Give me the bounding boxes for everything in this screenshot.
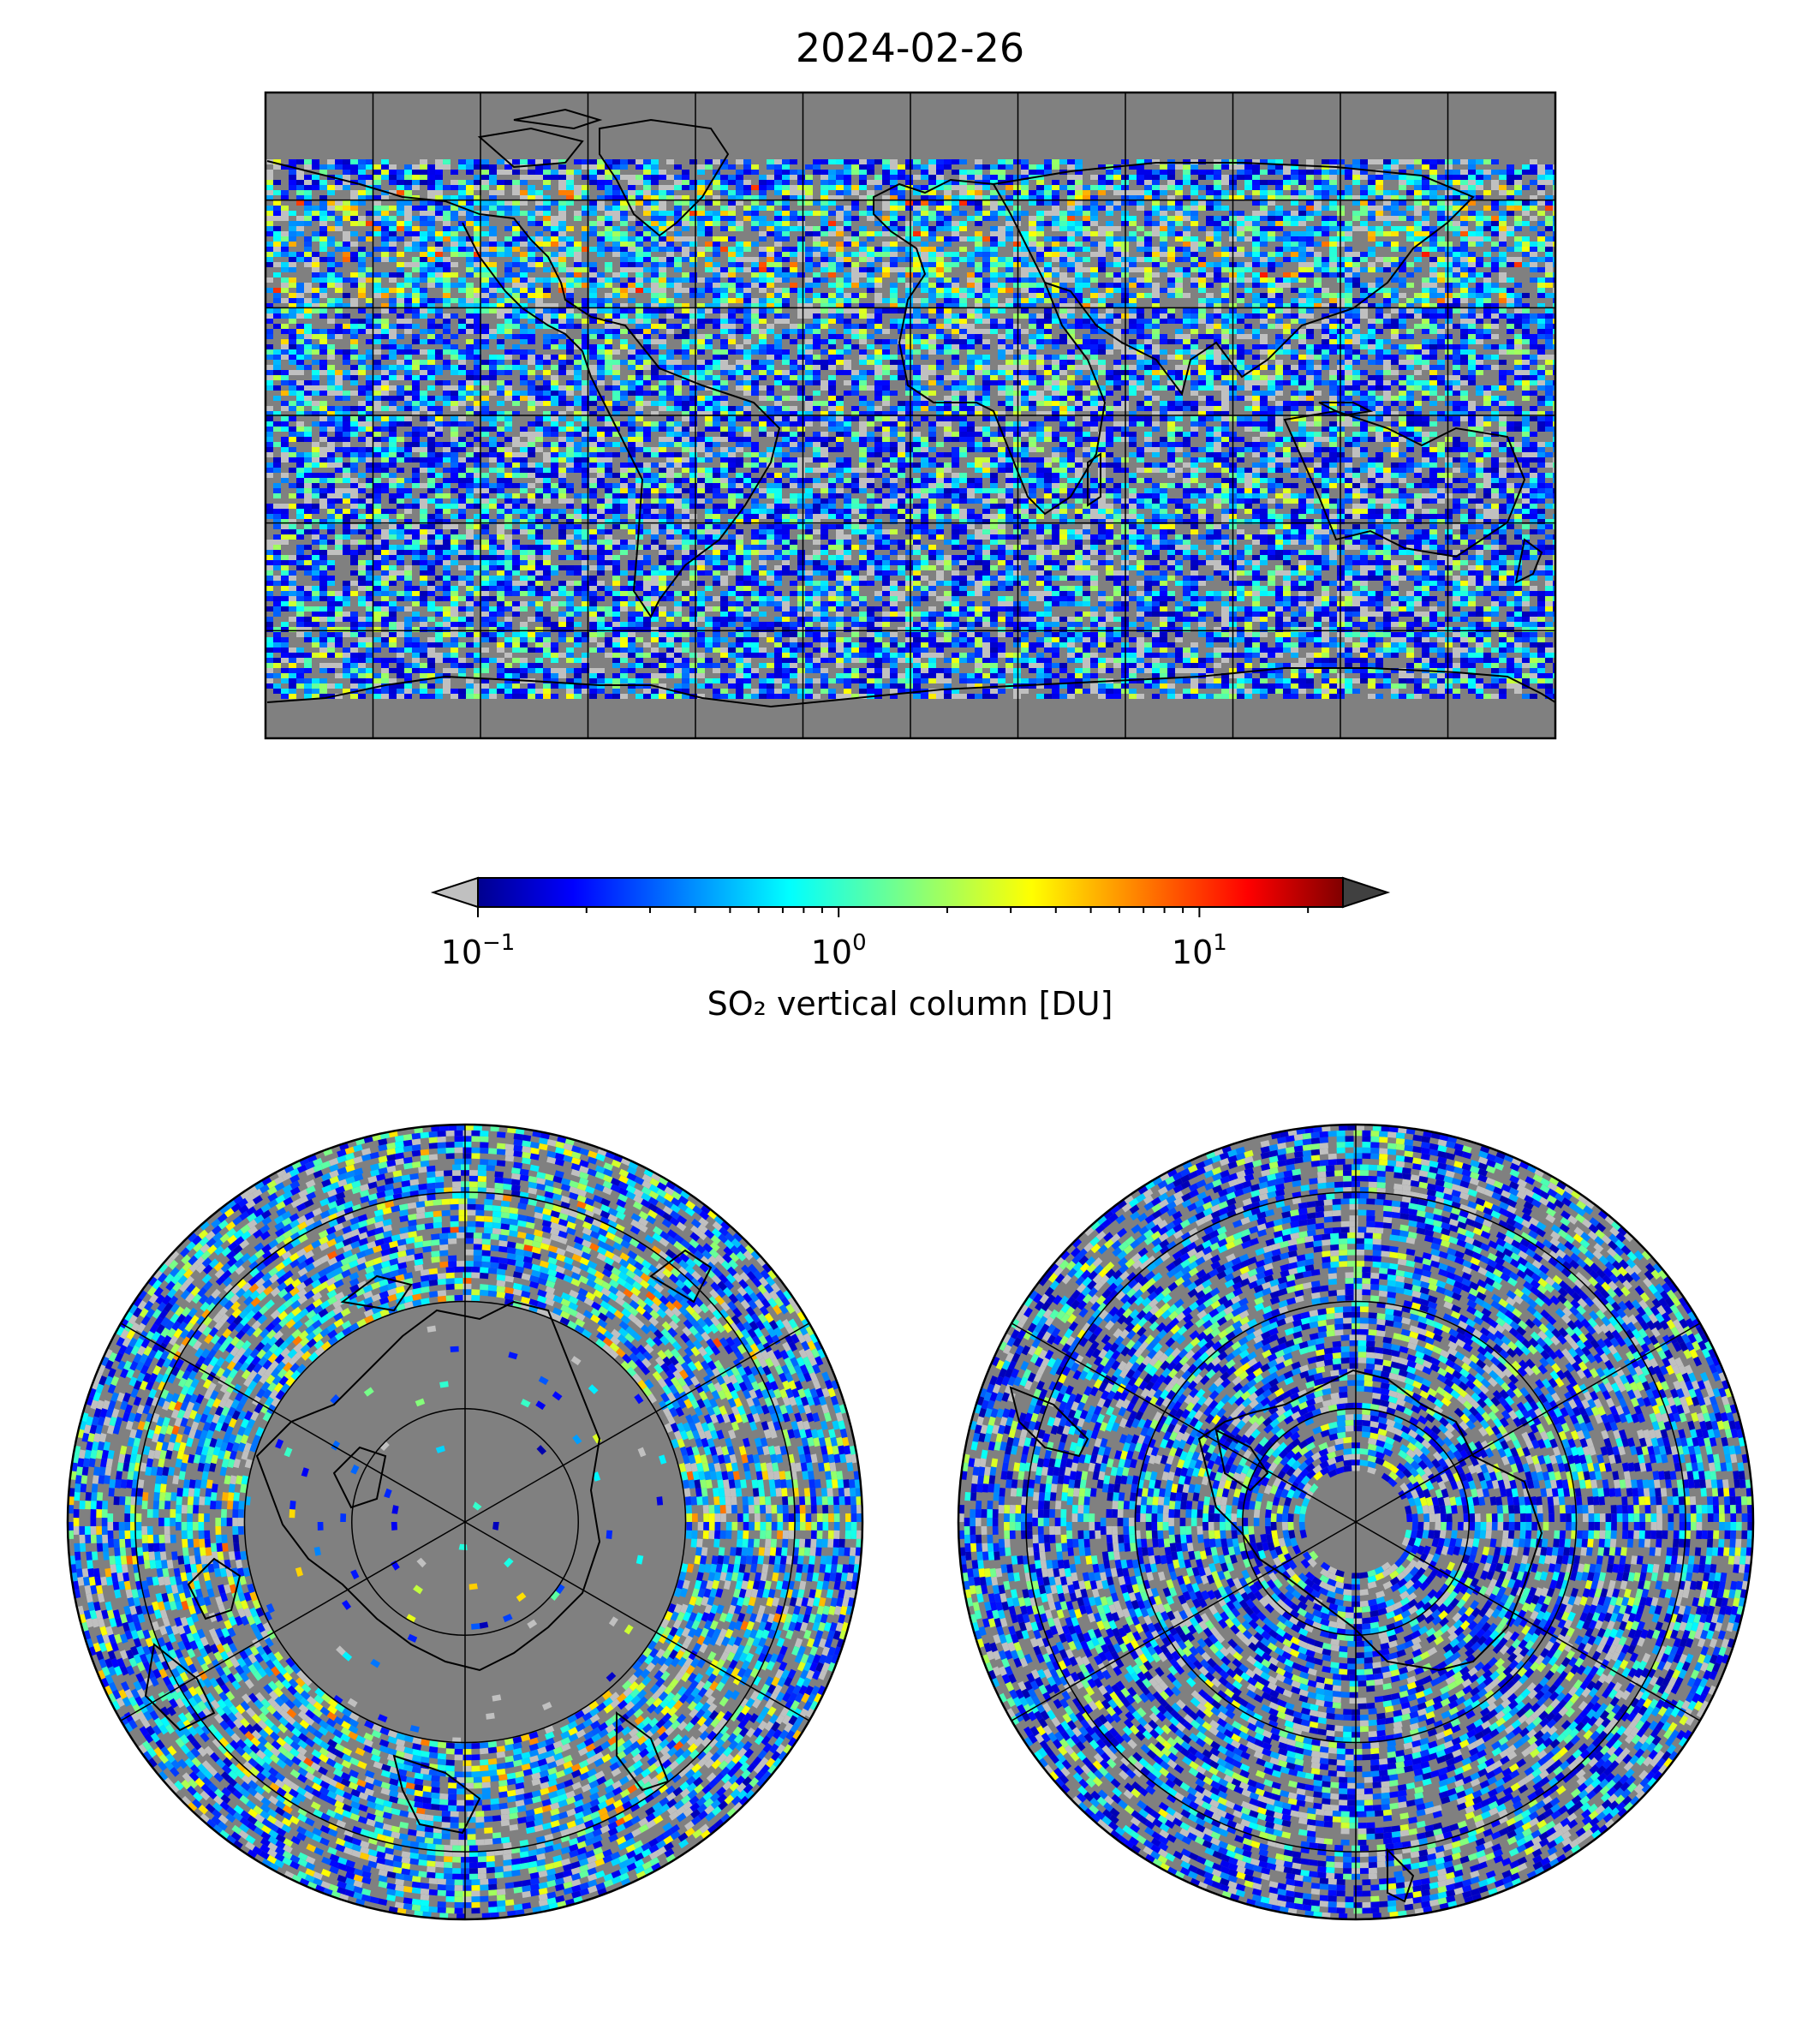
colorbar-tick-label: 100	[811, 932, 867, 971]
so2-pixel-field	[68, 1125, 862, 1919]
south-polar-panel	[957, 1123, 1755, 1921]
colorbar-tick-label: 10−1	[441, 932, 516, 971]
global-map-panel	[264, 91, 1557, 740]
colorbar-under-extension	[430, 876, 479, 909]
graticule	[1011, 1125, 1701, 1919]
north-polar-panel	[66, 1123, 864, 1921]
colorbar-gradient	[477, 877, 1344, 908]
so2-pixel-field	[266, 159, 1555, 699]
graticule	[266, 92, 1555, 738]
colorbar-ticks	[477, 907, 1310, 917]
colorbar-over-extension	[1342, 876, 1391, 909]
coastlines	[1009, 1369, 1543, 1903]
colorbar-tick-label: 101	[1172, 932, 1227, 971]
graticule	[120, 1125, 810, 1919]
figure-title: 2024-02-26	[0, 24, 1820, 72]
coastlines	[144, 1249, 713, 1835]
colorbar-label: SO₂ vertical column [DU]	[0, 985, 1820, 1023]
colorbar	[430, 876, 1391, 917]
coastlines	[266, 108, 1555, 708]
